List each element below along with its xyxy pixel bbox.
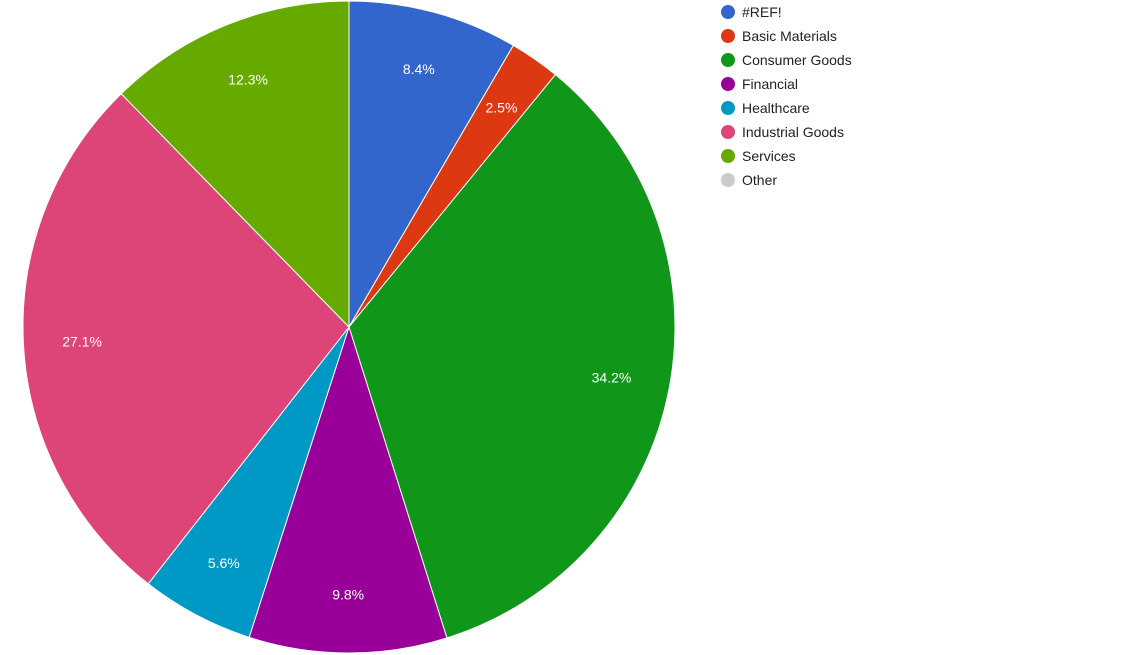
pie-slice-ref[interactable] xyxy=(348,0,515,329)
legend-item-services[interactable]: Services xyxy=(721,144,852,168)
legend-swatch-icon xyxy=(721,29,735,43)
pie-slice-financial[interactable] xyxy=(248,325,448,654)
pie-slice-services[interactable] xyxy=(120,0,350,329)
legend-item-healthcare[interactable]: Healthcare xyxy=(721,96,852,120)
legend-label: #REF! xyxy=(742,4,782,20)
legend-label: Consumer Goods xyxy=(742,52,852,68)
pie-plot-area: 8.4% 2.5% 34.2% 9.8% 5.6% 27.1% 12.3% xyxy=(22,0,676,654)
legend-item-consumer-goods[interactable]: Consumer Goods xyxy=(721,48,852,72)
legend-label: Financial xyxy=(742,76,799,92)
legend-swatch-icon xyxy=(721,101,735,115)
legend-item-financial[interactable]: Financial xyxy=(721,72,852,96)
legend-item-other[interactable]: Other xyxy=(721,168,852,192)
legend-swatch-icon xyxy=(721,125,735,139)
legend-label: Services xyxy=(742,148,796,164)
legend-swatch-icon xyxy=(721,77,735,91)
legend-swatch-icon xyxy=(721,173,735,187)
slice-label-ref: 8.4% xyxy=(403,61,435,77)
legend-swatch-icon xyxy=(721,5,735,19)
slice-label-basic-materials: 2.5% xyxy=(486,99,518,115)
chart-legend: #REF! Basic Materials Consumer Goods Financ… xyxy=(721,0,852,192)
legend-item-industrial-goods[interactable]: Industrial Goods xyxy=(721,120,852,144)
legend-item-ref[interactable]: #REF! xyxy=(721,0,852,24)
legend-label: Basic Materials xyxy=(742,28,837,44)
legend-label: Healthcare xyxy=(742,100,810,116)
pie-slice-industrial-goods[interactable] xyxy=(22,93,350,585)
slice-label-financial: 9.8% xyxy=(332,586,364,602)
legend-swatch-icon xyxy=(721,149,735,163)
legend-swatch-icon xyxy=(721,53,735,67)
legend-label: Industrial Goods xyxy=(742,124,844,140)
slice-label-industrial-goods: 27.1% xyxy=(62,334,102,350)
slice-label-services: 12.3% xyxy=(228,71,268,87)
slice-label-consumer-goods: 34.2% xyxy=(592,370,632,386)
legend-label: Other xyxy=(742,172,778,188)
pie-slice-consumer-goods[interactable] xyxy=(348,73,676,639)
slice-label-healthcare: 5.6% xyxy=(208,555,240,571)
legend-item-basic-materials[interactable]: Basic Materials xyxy=(721,24,852,48)
